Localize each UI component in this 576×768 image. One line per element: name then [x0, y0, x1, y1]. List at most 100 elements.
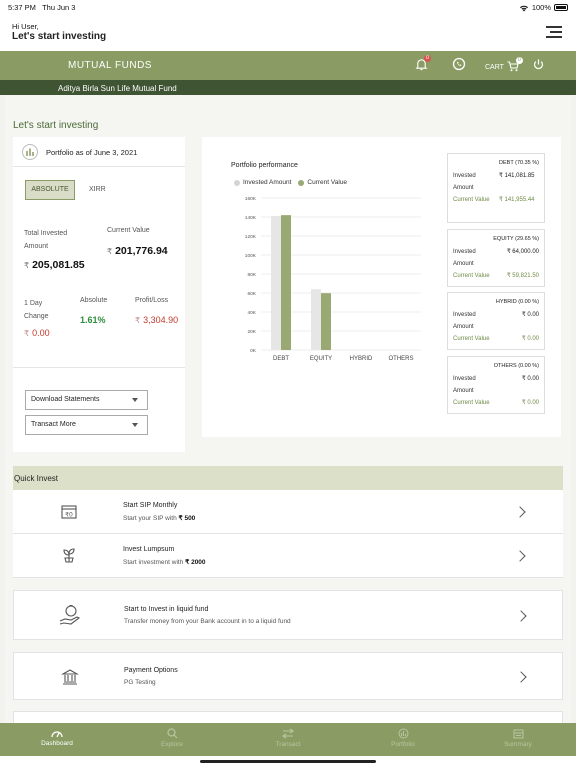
y-tick-label: 140K — [245, 215, 257, 221]
tab-absolute[interactable]: ABSOLUTE — [25, 180, 75, 200]
chevron-right-icon — [515, 671, 527, 683]
legend-swatch-current — [298, 179, 305, 186]
tab-label: Portfolio — [391, 741, 415, 748]
bar-equity-current — [321, 293, 331, 350]
profit-loss-label: Profit/Loss — [135, 297, 169, 304]
tab-dashboard[interactable]: Dashboard — [27, 728, 87, 747]
current-value: ₹ 0.00 — [521, 400, 539, 406]
item-amount: ₹ 500 — [178, 515, 196, 522]
calendar-rupee-icon: ₹0 — [61, 505, 77, 519]
item-subtitle: Start investment with ₹ 2000 — [123, 559, 206, 566]
money-bag-hand-icon — [59, 605, 81, 625]
notification-icon[interactable]: 0 — [415, 55, 431, 72]
currency-symbol: ₹ — [24, 329, 30, 338]
bar-equity-invested — [311, 289, 321, 350]
quick-invest-liquid-fund[interactable]: Start to Invest in liquid fund Transfer … — [13, 590, 563, 640]
item-title: Start SIP Monthly — [123, 502, 178, 509]
currency-symbol: ₹ — [135, 316, 141, 325]
notification-badge: 0 — [424, 55, 431, 62]
current-value: ₹ 141,955.44 — [499, 197, 535, 203]
nav-title: MUTUAL FUNDS — [68, 60, 152, 71]
item-title: Payment Options — [124, 667, 178, 674]
quick-invest-lumpsum[interactable]: Invest Lumpsum Start investment with ₹ 2… — [13, 534, 563, 578]
invested-value: ₹ 0.00 — [521, 312, 539, 318]
legend-swatch-invested — [234, 179, 240, 186]
divider — [13, 166, 185, 167]
cart-button[interactable]: CART 0 — [485, 57, 523, 74]
cart-label: CART — [485, 64, 504, 71]
power-icon[interactable] — [532, 58, 546, 72]
status-time: 5:37 PM — [8, 3, 36, 12]
whatsapp-icon[interactable] — [452, 57, 466, 71]
wifi-icon — [519, 5, 528, 11]
cart-badge: 0 — [515, 57, 523, 64]
status-date: Thu Jun 3 — [42, 3, 76, 12]
status-bar: 5:37 PM Thu Jun 3 100% — [0, 0, 576, 14]
chart-legend: Invested Amount Current Value — [234, 179, 347, 186]
tab-portfolio[interactable]: Portfolio — [373, 728, 433, 748]
tab-transact[interactable]: Transact — [258, 728, 318, 748]
svg-text:₹0: ₹0 — [65, 512, 73, 519]
invested-label: Invested Amount — [453, 376, 476, 394]
dashboard-icon — [51, 731, 63, 738]
chevron-right-icon — [515, 610, 527, 622]
one-day-change-amount: 0.00 — [32, 328, 50, 338]
total-invested-value: ₹205,081.85 — [24, 259, 85, 271]
allocation-title: EQUITY (29.65 %) — [493, 236, 539, 242]
current-label: Current Value — [453, 273, 490, 279]
x-tick-label: OTHERS — [388, 356, 413, 362]
item-subtitle: Transfer money from your Bank account in… — [124, 618, 291, 625]
y-tick-label: 40K — [247, 310, 256, 316]
current-label: Current Value — [453, 400, 490, 406]
hamburger-menu-icon[interactable] — [546, 26, 562, 38]
allocation-card-equity: EQUITY (29.65 %) Invested Amount ₹ 64,000… — [447, 229, 545, 287]
quick-invest-header — [13, 466, 563, 490]
quick-invest-sip[interactable]: ₹0 Start SIP Monthly Start your SIP with… — [13, 490, 563, 534]
transact-more-select[interactable]: Transact More — [25, 415, 148, 435]
y-tick-label: 20K — [247, 329, 256, 335]
quick-invest-payment-options[interactable]: Payment Options PG Testing — [13, 652, 563, 700]
allocation-card-others: OTHERS (0.00 %) Invested Amount ₹ 0.00 Cu… — [447, 356, 545, 414]
divider — [13, 367, 185, 368]
portfolio-date: Portfolio as of June 3, 2021 — [46, 148, 138, 157]
item-amount: ₹ 2000 — [185, 559, 206, 566]
tab-label: Transact — [275, 741, 301, 748]
chart-title: Portfolio performance — [231, 162, 298, 169]
tab-xirr[interactable]: XIRR — [89, 186, 106, 193]
current-value: ₹ 0.00 — [521, 336, 539, 342]
profit-loss-value: ₹3,304.90 — [135, 315, 178, 325]
total-invested-amount: 205,081.85 — [32, 259, 85, 271]
legend-label-current: Current Value — [307, 179, 348, 186]
plant-icon — [63, 548, 75, 563]
section-heading: Let's start investing — [13, 120, 99, 131]
battery-icon — [554, 4, 568, 11]
currency-symbol: ₹ — [24, 261, 30, 270]
fund-house-bar — [0, 80, 576, 95]
invested-value: ₹ 141,081.85 — [499, 173, 535, 179]
allocation-card-hybrid: HYBRID (0.00 %) Invested Amount ₹ 0.00 Cu… — [447, 292, 545, 350]
bar-debt-current — [281, 215, 291, 350]
greeting-text: Hi User, — [12, 22, 39, 31]
x-tick-label: DEBT — [273, 356, 289, 362]
portfolio-bar-chart: 0K 20K 40K 60K 80K 100K 120K 140K 160K DEBT EQUITY… — [245, 196, 421, 362]
invested-label: Invested Amount — [453, 312, 476, 330]
absolute-label: Absolute — [80, 297, 108, 304]
greeting-subtitle: Let's start investing — [12, 31, 107, 42]
download-statements-select[interactable]: Download Statements — [25, 390, 148, 410]
current-label: Current Value — [453, 336, 490, 342]
y-tick-label: 160K — [245, 196, 257, 202]
currency-symbol: ₹ — [107, 247, 113, 256]
y-tick-label: 100K — [245, 253, 257, 259]
tab-explore[interactable]: Explore — [142, 728, 202, 748]
current-label: Current Value — [453, 197, 490, 203]
bar-debt-invested — [271, 215, 281, 350]
battery-percent: 100% — [531, 3, 551, 12]
tab-summary[interactable]: Summary — [488, 728, 548, 748]
home-indicator[interactable] — [200, 760, 376, 763]
allocation-title: DEBT (70.35 %) — [499, 160, 539, 166]
bank-icon — [61, 669, 79, 685]
tab-label: Dashboard — [41, 740, 73, 747]
chevron-right-icon — [514, 506, 526, 518]
cart-icon: 0 — [507, 57, 523, 74]
current-value-amount: 201,776.94 — [115, 245, 168, 257]
